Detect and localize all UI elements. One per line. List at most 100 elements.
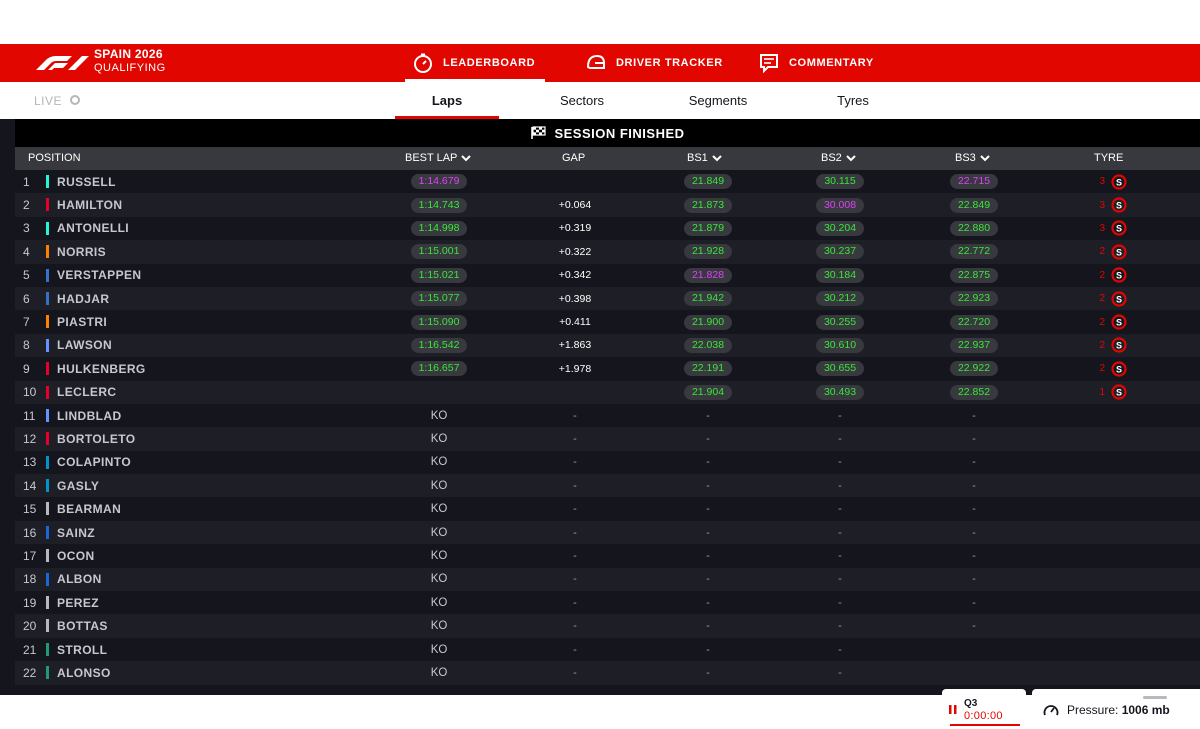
driver-name[interactable]: BEARMAN xyxy=(57,502,122,517)
tab-commentary[interactable]: COMMENTARY xyxy=(759,44,874,82)
gap-value: - xyxy=(573,456,577,469)
driver-name[interactable]: VERSTAPPEN xyxy=(57,268,142,283)
best-lap-cell: KO xyxy=(413,451,465,474)
driver-name[interactable]: PIASTRI xyxy=(57,315,108,330)
table-row[interactable]: 5 VERSTAPPEN 1:15.021 +0.342 21.828 30.184 22.… xyxy=(15,263,1200,287)
drag-handle[interactable] xyxy=(1143,696,1167,699)
weather-widget[interactable]: Pressure: 1006 mb xyxy=(1032,689,1200,729)
driver-name[interactable]: HULKENBERG xyxy=(57,361,146,376)
tab-segments[interactable]: Segments xyxy=(688,93,748,108)
bs3-cell xyxy=(946,638,1002,661)
driver-name[interactable]: RUSSELL xyxy=(57,174,116,189)
table-row[interactable]: 14 GASLY KO - - - - xyxy=(15,474,1200,498)
table-row[interactable]: 13 COLAPINTO KO - - - - xyxy=(15,450,1200,475)
soft-tyre-icon: S xyxy=(1111,314,1127,330)
svg-text:S: S xyxy=(1116,388,1122,398)
position-number: 19 xyxy=(23,595,37,610)
driver-name[interactable]: LAWSON xyxy=(57,338,113,353)
bs2-cell: 30.255 xyxy=(812,310,868,333)
table-row[interactable]: 15 BEARMAN KO - - - - xyxy=(15,497,1200,521)
session-clock-widget[interactable]: Q3 0:00:00 xyxy=(942,689,1026,729)
bs1-cell: 21.828 xyxy=(681,264,735,287)
table-row[interactable]: 6 HADJAR 1:15.077 +0.398 21.942 30.212 22.923 2… xyxy=(15,286,1200,311)
driver-name[interactable]: ANTONELLI xyxy=(57,221,130,236)
table-row[interactable]: 10 LECLERC 21.904 30.493 22.852 1 S xyxy=(15,380,1200,404)
tab-sectors[interactable]: Sectors xyxy=(559,93,605,108)
gap-cell: +0.398 xyxy=(535,287,615,310)
table-row[interactable]: 12 BORTOLETO KO - - - - xyxy=(15,427,1200,451)
driver-name[interactable]: LECLERC xyxy=(57,385,117,400)
tyre-laps: 2 xyxy=(1099,246,1105,258)
driver-name[interactable]: HAMILTON xyxy=(57,198,123,213)
driver-name[interactable]: BOTTAS xyxy=(57,619,108,634)
best-lap-cell: 1:15.021 xyxy=(410,264,468,287)
table-row[interactable]: 18 ALBON KO - - - - xyxy=(15,567,1200,592)
tab-leaderboard[interactable]: LEADERBOARD xyxy=(404,44,546,82)
table-row[interactable]: 2 HAMILTON 1:14.743 +0.064 21.873 30.008 22.84… xyxy=(15,193,1200,217)
table-row[interactable]: 17 OCON KO - - - - xyxy=(15,544,1200,568)
team-color-bar xyxy=(46,385,49,399)
header-tyre[interactable]: TYRE xyxy=(1094,152,1124,164)
header-position[interactable]: POSITION xyxy=(28,152,81,164)
table-row[interactable]: 21 STROLL KO - - - xyxy=(15,637,1200,662)
header-gap[interactable]: GAP xyxy=(562,152,586,164)
header-best-lap[interactable]: BEST LAP xyxy=(405,147,472,170)
driver-name[interactable]: SAINZ xyxy=(57,525,95,540)
tab-laps[interactable]: Laps xyxy=(395,82,499,119)
bs1-value: - xyxy=(706,526,710,539)
team-color-bar xyxy=(46,268,49,282)
header-bs2[interactable]: BS2 xyxy=(821,147,856,170)
table-row[interactable]: 7 PIASTRI 1:15.090 +0.411 21.900 30.255 22.720… xyxy=(15,310,1200,334)
table-row[interactable]: 19 PEREZ KO - - - - xyxy=(15,591,1200,615)
bs3-cell: - xyxy=(946,497,1002,520)
table-row[interactable]: 4 NORRIS 1:15.001 +0.322 21.928 30.237 22.772 2… xyxy=(15,240,1200,264)
table-row[interactable]: 22 ALONSO KO - - - xyxy=(15,661,1200,685)
driver-name[interactable]: OCON xyxy=(57,548,95,563)
table-row[interactable]: 16 SAINZ KO - - - - xyxy=(15,520,1200,545)
table-row[interactable]: 11 LINDBLAD KO - - - - xyxy=(15,403,1200,428)
bs2-cell: - xyxy=(812,568,868,591)
tab-driver-tracker[interactable]: DRIVER TRACKER xyxy=(586,44,723,82)
team-color-bar xyxy=(46,221,49,235)
bs3-cell: 22.923 xyxy=(946,287,1002,310)
tyre-cell xyxy=(1093,521,1143,544)
table-row[interactable]: 3 ANTONELLI 1:14.998 +0.319 21.879 30.204 22.8… xyxy=(15,216,1200,241)
driver-name[interactable]: LINDBLAD xyxy=(57,408,122,423)
header-bs1[interactable]: BS1 xyxy=(687,147,722,170)
position-number: 13 xyxy=(23,455,37,470)
table-row[interactable]: 8 LAWSON 1:16.542 +1.863 22.038 30.610 22.937 2… xyxy=(15,333,1200,358)
gap-cell: +0.319 xyxy=(535,217,615,240)
driver-name[interactable]: STROLL xyxy=(57,642,108,657)
driver-name[interactable]: NORRIS xyxy=(57,244,107,259)
f1-logo[interactable] xyxy=(34,54,90,72)
driver-name[interactable]: ALBON xyxy=(57,572,102,587)
driver-name[interactable]: BORTOLETO xyxy=(57,431,136,446)
driver-name[interactable]: GASLY xyxy=(57,478,100,493)
header-bs3[interactable]: BS3 xyxy=(955,147,990,170)
driver-name[interactable]: PEREZ xyxy=(57,595,100,610)
table-row[interactable]: 9 HULKENBERG 1:16.657 +1.978 22.191 30.655 22.… xyxy=(15,357,1200,381)
live-indicator[interactable]: LIVE xyxy=(34,94,81,108)
best-lap-value: KO xyxy=(430,620,448,633)
tyre-laps: 3 xyxy=(1099,176,1105,188)
table-row[interactable]: 20 BOTTAS KO - - - - xyxy=(15,614,1200,638)
bs2-value: - xyxy=(838,666,842,679)
driver-name[interactable]: HADJAR xyxy=(57,291,110,306)
driver-name[interactable]: COLAPINTO xyxy=(57,455,132,470)
table-row[interactable]: 1 RUSSELL 1:14.679 21.849 30.115 22.715 3 S xyxy=(15,170,1200,194)
tab-tyres[interactable]: Tyres xyxy=(837,93,869,108)
position-number: 6 xyxy=(23,291,30,306)
driver-name[interactable]: ALONSO xyxy=(57,665,111,680)
gauge-icon xyxy=(1043,705,1059,716)
team-color-bar xyxy=(46,408,49,422)
